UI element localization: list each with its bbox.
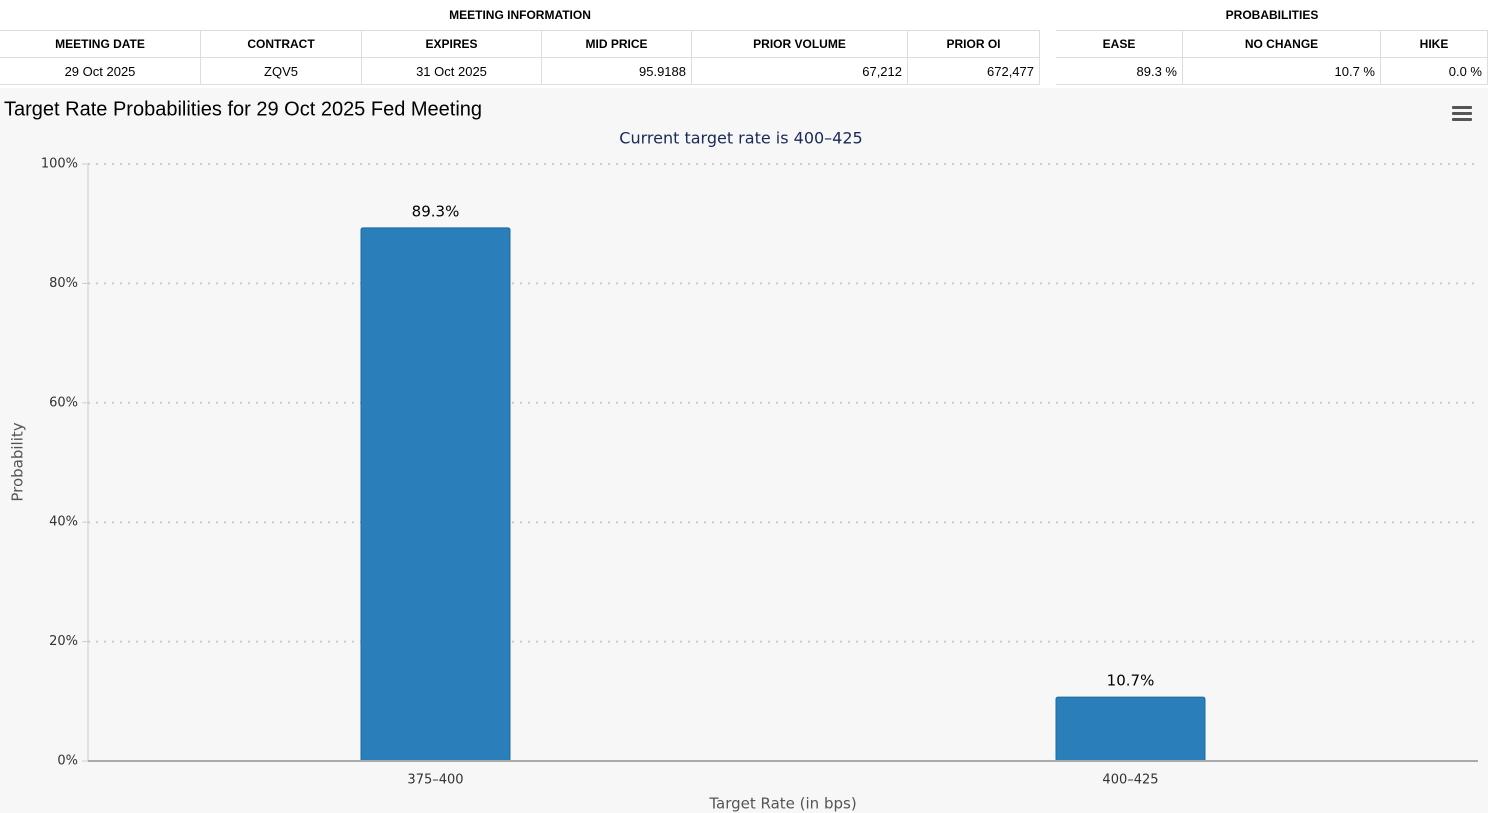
y-axis-title: Probability (9, 422, 27, 501)
data-label: 89.3% (412, 202, 460, 220)
column-header: PRIOR OI (908, 31, 1040, 58)
column-header: EXPIRES (362, 31, 542, 58)
column-header: NO CHANGE (1183, 31, 1381, 58)
column-header: MID PRICE (542, 31, 692, 58)
table-cell: 29 Oct 2025 (0, 58, 201, 85)
y-tick-label: 0% (57, 754, 78, 769)
table-cell: 89.3 % (1056, 58, 1183, 85)
chart-subtitle: Current target rate is 400–425 (619, 129, 862, 148)
table-cell: 10.7 % (1183, 58, 1381, 85)
table-cell: 672,477 (908, 58, 1040, 85)
bar (1055, 696, 1206, 762)
probabilities-table: PROBABILITIES EASE 89.3 % NO CHANGE 10.7 % HI… (1056, 0, 1488, 86)
bar (360, 227, 511, 762)
column-header: CONTRACT (201, 31, 362, 58)
table-cell: 67,212 (692, 58, 908, 85)
menu-button[interactable] (1452, 106, 1472, 121)
column-header: EASE (1056, 31, 1183, 58)
y-tick-label: 40% (49, 515, 78, 530)
column-header: HIKE (1381, 31, 1488, 58)
table-title: PROBABILITIES (1056, 0, 1488, 31)
chart: Target Rate Probabilities for 29 Oct 202… (0, 88, 1488, 813)
y-tick-label: 100% (41, 157, 78, 172)
table-cell: 95.9188 (542, 58, 692, 85)
y-tick-label: 80% (49, 276, 78, 291)
chart-background (0, 88, 1488, 813)
chart-title: Target Rate Probabilities for 29 Oct 202… (4, 98, 482, 120)
x-tick-label: 400–425 (1102, 773, 1158, 788)
table-cell: ZQV5 (201, 58, 362, 85)
data-label: 10.7% (1107, 672, 1155, 690)
menu-line (1452, 118, 1472, 121)
menu-line (1452, 106, 1472, 109)
x-tick-label: 375–400 (407, 773, 463, 788)
y-tick-label: 20% (49, 634, 78, 649)
meeting-table: MEETING INFORMATION MEETING DATE 29 Oct 20… (0, 0, 1040, 86)
menu-line (1452, 112, 1472, 115)
x-axis-title: Target Rate (in bps) (708, 795, 856, 813)
table-title: MEETING INFORMATION (0, 0, 1040, 31)
table-cell: 31 Oct 2025 (362, 58, 542, 85)
table-cell: 0.0 % (1381, 58, 1488, 85)
y-tick-label: 60% (49, 395, 78, 410)
column-header: PRIOR VOLUME (692, 31, 908, 58)
column-header: MEETING DATE (0, 31, 201, 58)
